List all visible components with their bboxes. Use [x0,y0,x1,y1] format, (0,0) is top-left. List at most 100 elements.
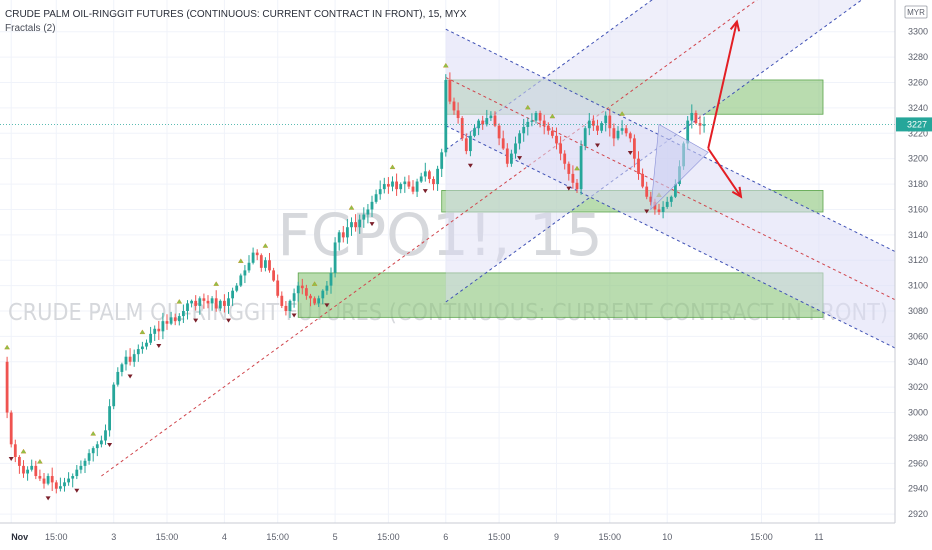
fractal-up-marker [37,458,43,464]
candle-body [83,460,87,466]
time-tick-label: 4 [222,532,227,542]
fractal-down-marker [45,496,51,501]
candle-body [325,285,329,291]
price-tick-label: 3160 [908,204,928,214]
candle-body [22,465,25,474]
candle-body [296,285,300,294]
candle-body [9,412,13,445]
candle-body [608,115,612,129]
fractal-up-marker [574,165,580,171]
candle-body [350,222,353,228]
candle-body [657,209,661,212]
fractal-down-marker [8,456,14,461]
candle-body [477,120,480,129]
candle-body [493,115,497,126]
candle-body [141,346,144,350]
candle-body [419,176,423,182]
candle-body [5,361,9,413]
candle-body [571,173,575,183]
fractal-up-marker [237,258,244,263]
candle-body [428,171,431,179]
time-axis[interactable]: Nov 15:00 3 15:00 4 15:00 5 15:00 6 15:00 9 15:00 10… [0,522,932,550]
candle-body [128,356,132,362]
projection-arrow-head [731,186,743,199]
candle-body [518,133,521,144]
price-tick-label: 3280 [908,52,928,62]
price-tick-label: 3040 [908,357,928,367]
candle-body [50,476,54,483]
candle-body [243,270,247,276]
triangle-pattern [650,123,709,211]
candle-body [440,152,444,169]
time-tick-label: 15:00 [156,532,179,542]
candle-body [190,300,193,304]
candle-body [555,135,558,144]
candle-body [104,430,107,441]
fractal-up-marker [524,104,531,110]
candle-body [292,293,296,301]
candle-body [432,178,435,185]
candle-body [161,321,165,332]
candle-body [575,182,579,190]
candle-body [75,469,79,477]
fractal-up-marker [90,431,97,436]
candle-body [112,384,116,407]
candle-body [329,272,333,286]
candle-body [259,255,263,268]
candle-body [173,317,177,322]
candle-body [444,79,448,153]
candle-body [313,298,316,304]
time-tick-label: 9 [554,532,559,542]
candle-body [641,173,644,187]
candle-body [456,110,460,119]
candle-body [358,219,362,228]
candle-body [551,130,554,136]
fractal-down-marker [369,222,375,227]
candle-body [214,298,218,309]
candle-body [235,285,239,291]
candle-body [317,298,321,304]
candle-body [661,206,665,212]
fractal-down-marker [627,151,633,156]
candle-body [276,280,280,296]
candle-body [399,184,403,190]
time-axis-bg [0,523,932,550]
currency-badge-label: MYR [907,8,925,17]
fractal-down-marker [422,189,428,194]
price-axis[interactable]: 2920 2940 2960 2980 3000 3020 3040 3060 3080 3100… [894,0,932,550]
candle-body [501,138,505,149]
candle-body [464,138,468,152]
candle-body [362,214,366,220]
candle-body [522,126,526,134]
chart-title: CRUDE PALM OIL-RINGGIT FUTURES (CONTINUO… [5,9,467,20]
fractal-up-marker [139,329,146,335]
channel-median-line [101,0,758,477]
candle-body [87,453,91,461]
fractal-down-marker [595,143,600,148]
price-tick-label: 3100 [908,281,928,291]
candle-body [210,298,214,304]
candle-body [59,486,62,489]
candle-body [481,120,485,125]
candle-body [124,356,128,365]
price-tick-label: 2940 [908,484,928,494]
time-tick-label: 15:00 [377,532,400,542]
currency-badge: MYR [904,5,928,19]
candle-body [596,125,599,131]
candle-body [460,118,464,139]
candle-body [583,128,587,146]
candle-body [645,186,649,197]
candle-body [690,112,694,121]
candle-body [542,120,546,126]
candle-body [227,298,230,306]
time-tick-label: 15:00 [488,532,511,542]
fractal-down-marker [566,186,572,191]
candle-body [436,168,439,185]
candle-body [247,262,251,271]
candle-body [341,232,345,238]
fractal-up-marker [389,164,396,170]
candle-body [13,444,17,457]
time-tick-label: 10 [662,532,672,542]
